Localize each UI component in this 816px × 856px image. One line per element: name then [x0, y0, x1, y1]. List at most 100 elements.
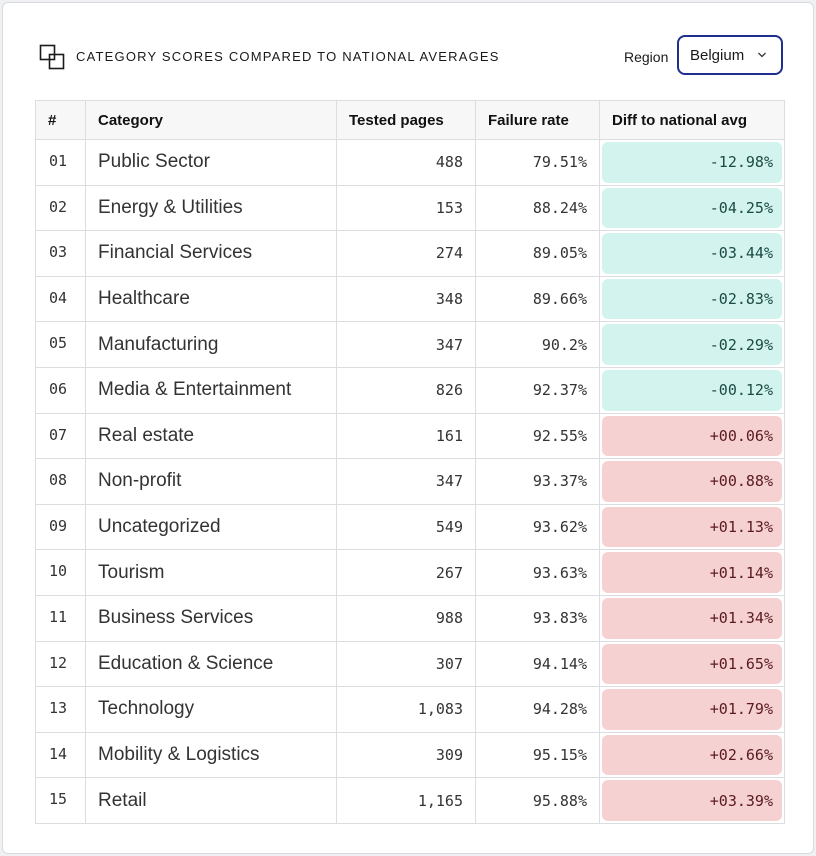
row-category: Public Sector	[85, 139, 337, 186]
row-failure-rate: 94.28%	[475, 686, 600, 733]
row-tested-pages: 267	[336, 549, 476, 596]
row-tested-pages: 1,083	[336, 686, 476, 733]
table-row: 01 Public Sector 488 79.51% -12.98%	[35, 139, 785, 186]
row-category: Manufacturing	[85, 321, 337, 368]
row-tested-pages: 348	[336, 275, 476, 323]
row-tested-pages: 161	[336, 412, 476, 460]
row-diff-cell: +02.66%	[599, 731, 785, 779]
row-index: 03	[35, 230, 86, 277]
row-failure-rate: 93.63%	[475, 549, 600, 596]
row-diff-cell: +01.13%	[599, 503, 785, 551]
row-index: 07	[35, 412, 86, 460]
row-index: 14	[35, 731, 86, 779]
row-diff-cell: -00.12%	[599, 366, 785, 414]
diff-badge: +00.06%	[602, 415, 782, 457]
row-index: 09	[35, 503, 86, 551]
row-index: 12	[35, 640, 86, 688]
row-failure-rate: 89.66%	[475, 275, 600, 323]
diff-badge: +01.13%	[602, 506, 782, 548]
row-tested-pages: 309	[336, 731, 476, 779]
table-row: 11 Business Services 988 93.83% +01.34%	[35, 594, 785, 642]
diff-badge: +02.66%	[602, 734, 782, 776]
row-category: Energy & Utilities	[85, 184, 337, 232]
row-index: 13	[35, 686, 86, 733]
table-row: 04 Healthcare 348 89.66% -02.83%	[35, 275, 785, 323]
chevron-down-icon	[758, 52, 766, 58]
row-category: Business Services	[85, 594, 337, 642]
column-header-failure-rate: Failure rate	[475, 100, 600, 140]
diff-badge: +03.39%	[602, 780, 782, 821]
row-tested-pages: 826	[336, 366, 476, 414]
table-row: 06 Media & Entertainment 826 92.37% -00.12%	[35, 366, 785, 414]
row-index: 15	[35, 777, 86, 824]
row-failure-rate: 92.37%	[475, 366, 600, 414]
region-selected-value: Belgium	[690, 46, 745, 64]
diff-badge: +01.14%	[602, 552, 782, 593]
row-diff-cell: -12.98%	[599, 139, 785, 186]
overlapping-squares-icon	[39, 44, 65, 70]
diff-badge: -03.44%	[602, 233, 782, 274]
table-row: 15 Retail 1,165 95.88% +03.39%	[35, 777, 785, 824]
diff-badge: +00.88%	[602, 461, 782, 502]
row-failure-rate: 93.37%	[475, 458, 600, 505]
row-failure-rate: 79.51%	[475, 139, 600, 186]
row-diff-cell: +01.65%	[599, 640, 785, 688]
row-index: 02	[35, 184, 86, 232]
column-header-diff: Diff to national avg	[599, 100, 785, 140]
row-failure-rate: 88.24%	[475, 184, 600, 232]
table-row: 08 Non-profit 347 93.37% +00.88%	[35, 458, 785, 505]
row-diff-cell: +01.14%	[599, 549, 785, 596]
row-failure-rate: 95.15%	[475, 731, 600, 779]
row-index: 11	[35, 594, 86, 642]
diff-badge: +01.79%	[602, 689, 782, 730]
table-row: 05 Manufacturing 347 90.2% -02.29%	[35, 321, 785, 368]
row-tested-pages: 153	[336, 184, 476, 232]
page-title: CATEGORY SCORES COMPARED TO NATIONAL AVE…	[76, 49, 500, 64]
column-header-tested-pages: Tested pages	[336, 100, 476, 140]
row-failure-rate: 93.83%	[475, 594, 600, 642]
table-row: 03 Financial Services 274 89.05% -03.44%	[35, 230, 785, 277]
table-row: 02 Energy & Utilities 153 88.24% -04.25%	[35, 184, 785, 232]
row-category: Mobility & Logistics	[85, 731, 337, 779]
row-diff-cell: -03.44%	[599, 230, 785, 277]
row-category: Real estate	[85, 412, 337, 460]
row-category: Tourism	[85, 549, 337, 596]
row-category: Non-profit	[85, 458, 337, 505]
table-row: 12 Education & Science 307 94.14% +01.65%	[35, 640, 785, 688]
table-row: 07 Real estate 161 92.55% +00.06%	[35, 412, 785, 460]
row-index: 06	[35, 366, 86, 414]
table-row: 14 Mobility & Logistics 309 95.15% +02.66%	[35, 731, 785, 779]
diff-badge: -02.29%	[602, 324, 782, 365]
row-diff-cell: -04.25%	[599, 184, 785, 232]
row-diff-cell: +01.34%	[599, 594, 785, 642]
row-category: Technology	[85, 686, 337, 733]
row-category: Healthcare	[85, 275, 337, 323]
table-row: 09 Uncategorized 549 93.62% +01.13%	[35, 503, 785, 551]
row-failure-rate: 95.88%	[475, 777, 600, 824]
row-category: Retail	[85, 777, 337, 824]
row-diff-cell: +01.79%	[599, 686, 785, 733]
diff-badge: +01.65%	[602, 643, 782, 685]
diff-badge: -04.25%	[602, 187, 782, 229]
region-select[interactable]: Belgium	[677, 35, 783, 75]
row-failure-rate: 93.62%	[475, 503, 600, 551]
table-header-row: # Category Tested pages Failure rate Dif…	[35, 100, 785, 140]
row-diff-cell: -02.29%	[599, 321, 785, 368]
row-tested-pages: 274	[336, 230, 476, 277]
row-failure-rate: 89.05%	[475, 230, 600, 277]
table-row: 10 Tourism 267 93.63% +01.14%	[35, 549, 785, 596]
diff-badge: -12.98%	[602, 142, 782, 183]
card-header: CATEGORY SCORES COMPARED TO NATIONAL AVE…	[3, 3, 813, 103]
row-diff-cell: +00.06%	[599, 412, 785, 460]
row-diff-cell: -02.83%	[599, 275, 785, 323]
row-index: 08	[35, 458, 86, 505]
row-index: 04	[35, 275, 86, 323]
row-tested-pages: 347	[336, 321, 476, 368]
table-row: 13 Technology 1,083 94.28% +01.79%	[35, 686, 785, 733]
row-index: 10	[35, 549, 86, 596]
diff-badge: -02.83%	[602, 278, 782, 320]
row-diff-cell: +03.39%	[599, 777, 785, 824]
row-failure-rate: 92.55%	[475, 412, 600, 460]
row-category: Financial Services	[85, 230, 337, 277]
